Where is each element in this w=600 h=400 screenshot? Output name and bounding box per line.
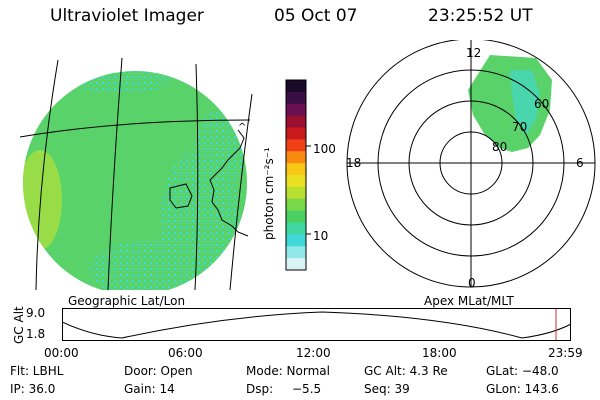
observation-date: 05 Oct 07 (274, 6, 358, 26)
glat-info: GLat: −48.0 (486, 364, 559, 378)
mode-info: Mode: Normal (246, 364, 330, 378)
colorbar-band (286, 222, 306, 235)
lat-label-80: 80 (492, 140, 508, 154)
colorbar-band (286, 91, 306, 105)
geographic-caption: Geographic Lat/Lon (68, 294, 186, 308)
colorbar (285, 79, 311, 271)
colorbar-band (286, 175, 306, 188)
colorbar-band (286, 103, 306, 117)
geographic-image: ^ (19, 57, 253, 290)
altitude-ymin: 1.8 (26, 327, 46, 341)
colorbar-tick-100: 100 (313, 142, 336, 156)
dsp-value: −5.5 (292, 382, 322, 396)
time-tick-1200: 12:00 (296, 346, 331, 360)
dsp-label: Dsp: (246, 382, 274, 396)
instrument-title: Ultraviolet Imager (50, 6, 204, 26)
lat-label-60: 60 (534, 97, 550, 111)
gc-alt-info: GC Alt: 4.3 Re (364, 364, 448, 378)
time-tick-2359: 23:59 (548, 346, 583, 360)
colorbar-band (286, 210, 306, 223)
lat-lon-grid (19, 57, 253, 290)
colorbar-tick-10: 10 (313, 229, 329, 243)
colorbar-band (286, 163, 306, 176)
lat-label-70: 70 (512, 120, 528, 134)
colorbar-band (286, 139, 306, 152)
ip-info: IP: 36.0 (10, 382, 56, 396)
colorbar-band (286, 234, 306, 247)
glon-info: GLon: 143.6 (486, 382, 559, 396)
door-info: Door: Open (124, 364, 193, 378)
seq-info: Seq: 39 (364, 382, 410, 396)
colorbar-band (286, 258, 306, 271)
altitude-ymax: 9.0 (26, 306, 46, 320)
colorbar-band (286, 198, 306, 212)
observation-time: 23:25:52 UT (428, 6, 533, 26)
altitude-curve (62, 311, 572, 339)
mlt-label-0: 0 (468, 276, 476, 290)
colorbar-band (286, 246, 306, 259)
time-tick-0000: 00:00 (44, 346, 79, 360)
colorbar-band (286, 186, 306, 200)
mlt-label-6: 6 (576, 156, 584, 170)
time-tick-1800: 18:00 (422, 346, 457, 360)
mlt-label-12: 12 (466, 46, 482, 60)
polar-caption: Apex MLat/MLT (424, 294, 514, 308)
mlt-label-18: 18 (346, 156, 362, 170)
colorbar-band (286, 151, 306, 164)
colorbar-band (286, 80, 306, 93)
polar-plot (346, 40, 596, 288)
altitude-strip (62, 308, 572, 341)
polar-grid (346, 40, 596, 288)
time-tick-0600: 06:00 (168, 346, 203, 360)
altitude-ylabel: GC Alt (12, 306, 26, 344)
colorbar-band (286, 127, 306, 140)
svg-text:^: ^ (238, 122, 246, 133)
colorbar-band (286, 115, 306, 128)
gain-info: Gain: 14 (124, 382, 175, 396)
filter-info: Flt: LBHL (10, 364, 64, 378)
colorbar-unit-label: photon cm⁻²s⁻¹ (262, 147, 276, 240)
coastline (169, 129, 249, 237)
